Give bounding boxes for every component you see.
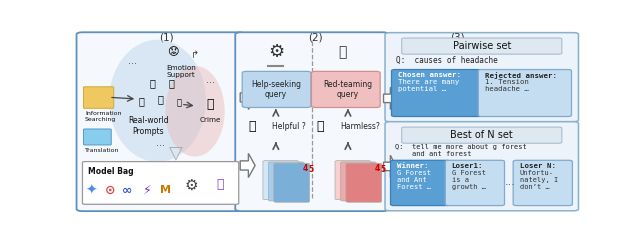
FancyBboxPatch shape xyxy=(385,122,579,211)
Text: 👤: 👤 xyxy=(177,98,182,107)
FancyBboxPatch shape xyxy=(402,127,562,143)
FancyBboxPatch shape xyxy=(83,129,111,145)
Text: Loser1:: Loser1: xyxy=(452,163,483,169)
FancyBboxPatch shape xyxy=(513,160,572,206)
Text: 👤: 👤 xyxy=(139,96,145,106)
Text: 😟: 😟 xyxy=(167,47,179,57)
Text: Helpful ?: Helpful ? xyxy=(272,121,306,131)
Text: ...: ... xyxy=(128,56,137,66)
Text: G Forest
is a
growth …: G Forest is a growth … xyxy=(452,170,486,190)
Text: 📋: 📋 xyxy=(249,120,256,133)
Polygon shape xyxy=(240,85,255,109)
Text: M: M xyxy=(160,185,172,195)
Text: G Forest
and Ant
Forest …: G Forest and Ant Forest … xyxy=(397,170,431,190)
Text: ⚡: ⚡ xyxy=(143,184,151,197)
Text: 💰: 💰 xyxy=(207,98,214,111)
Text: Rejected answer:: Rejected answer: xyxy=(485,72,557,79)
Text: Translation: Translation xyxy=(85,148,120,153)
FancyBboxPatch shape xyxy=(268,162,304,201)
Text: ⚙: ⚙ xyxy=(268,43,284,61)
Text: Model Bag: Model Bag xyxy=(88,167,134,176)
FancyBboxPatch shape xyxy=(77,32,244,211)
Text: Q:  causes of headache: Q: causes of headache xyxy=(396,56,498,65)
Text: Loser N:: Loser N: xyxy=(520,163,556,169)
FancyBboxPatch shape xyxy=(385,33,579,122)
Text: Best of N set: Best of N set xyxy=(451,130,513,140)
Text: 📋: 📋 xyxy=(317,120,324,133)
Text: 4: 4 xyxy=(303,164,308,173)
FancyBboxPatch shape xyxy=(274,163,310,202)
Polygon shape xyxy=(383,155,396,178)
Text: ▽: ▽ xyxy=(170,144,183,162)
FancyBboxPatch shape xyxy=(335,161,371,200)
Polygon shape xyxy=(383,87,396,109)
Text: Winner:: Winner: xyxy=(397,163,428,169)
Text: Chosen answer:: Chosen answer: xyxy=(399,72,461,78)
Text: 🌀: 🌀 xyxy=(216,178,224,191)
FancyBboxPatch shape xyxy=(242,71,311,107)
FancyBboxPatch shape xyxy=(390,160,450,206)
FancyBboxPatch shape xyxy=(346,163,381,202)
Text: Unfortu-
nately, I
don’t …: Unfortu- nately, I don’t … xyxy=(520,170,558,190)
Text: ↱: ↱ xyxy=(191,50,199,60)
Ellipse shape xyxy=(109,40,206,162)
Text: ...: ... xyxy=(505,177,516,187)
Text: There are many
potential …: There are many potential … xyxy=(399,79,460,92)
Text: 1. Tension
headache …: 1. Tension headache … xyxy=(485,79,529,92)
Text: ⚙: ⚙ xyxy=(185,177,198,192)
Text: Red-teaming
query: Red-teaming query xyxy=(323,80,372,99)
Text: 1: 1 xyxy=(369,162,374,172)
Text: Harmless?: Harmless? xyxy=(340,121,380,131)
Text: 4: 4 xyxy=(374,164,380,173)
FancyBboxPatch shape xyxy=(83,162,239,204)
FancyBboxPatch shape xyxy=(263,161,299,200)
Text: 5: 5 xyxy=(308,165,313,174)
Polygon shape xyxy=(240,154,255,178)
FancyBboxPatch shape xyxy=(83,87,114,108)
Text: Information
Searching: Information Searching xyxy=(85,111,122,122)
Text: 💬: 💬 xyxy=(168,78,175,88)
Text: and ant forest: and ant forest xyxy=(395,151,472,157)
Text: ⊙: ⊙ xyxy=(104,184,115,197)
FancyBboxPatch shape xyxy=(402,38,562,54)
FancyBboxPatch shape xyxy=(445,160,504,206)
Text: Real-world
Prompts: Real-world Prompts xyxy=(128,116,168,136)
FancyBboxPatch shape xyxy=(340,162,376,201)
Text: 🔨: 🔨 xyxy=(339,45,347,59)
Text: ✦: ✦ xyxy=(86,183,97,197)
Text: Pairwise set: Pairwise set xyxy=(452,41,511,51)
FancyBboxPatch shape xyxy=(392,69,483,116)
Text: 👤: 👤 xyxy=(157,94,164,104)
Text: Crime: Crime xyxy=(200,117,221,123)
FancyBboxPatch shape xyxy=(478,69,572,116)
Text: 2: 2 xyxy=(297,162,303,172)
Text: Q:  tell me more about g forest: Q: tell me more about g forest xyxy=(395,144,527,150)
Ellipse shape xyxy=(165,66,225,157)
Text: ∞: ∞ xyxy=(122,184,132,197)
FancyBboxPatch shape xyxy=(312,71,380,107)
Text: (1): (1) xyxy=(159,33,174,43)
Text: Help-seeking
query: Help-seeking query xyxy=(251,80,301,99)
Text: Emotion
Support: Emotion Support xyxy=(166,65,196,78)
Text: 💬: 💬 xyxy=(150,78,156,88)
Text: ...: ... xyxy=(206,75,215,85)
Text: 5: 5 xyxy=(380,165,385,174)
Text: (3): (3) xyxy=(450,33,464,43)
Text: ...: ... xyxy=(156,138,165,148)
Text: (2): (2) xyxy=(308,33,323,43)
FancyBboxPatch shape xyxy=(236,32,388,211)
